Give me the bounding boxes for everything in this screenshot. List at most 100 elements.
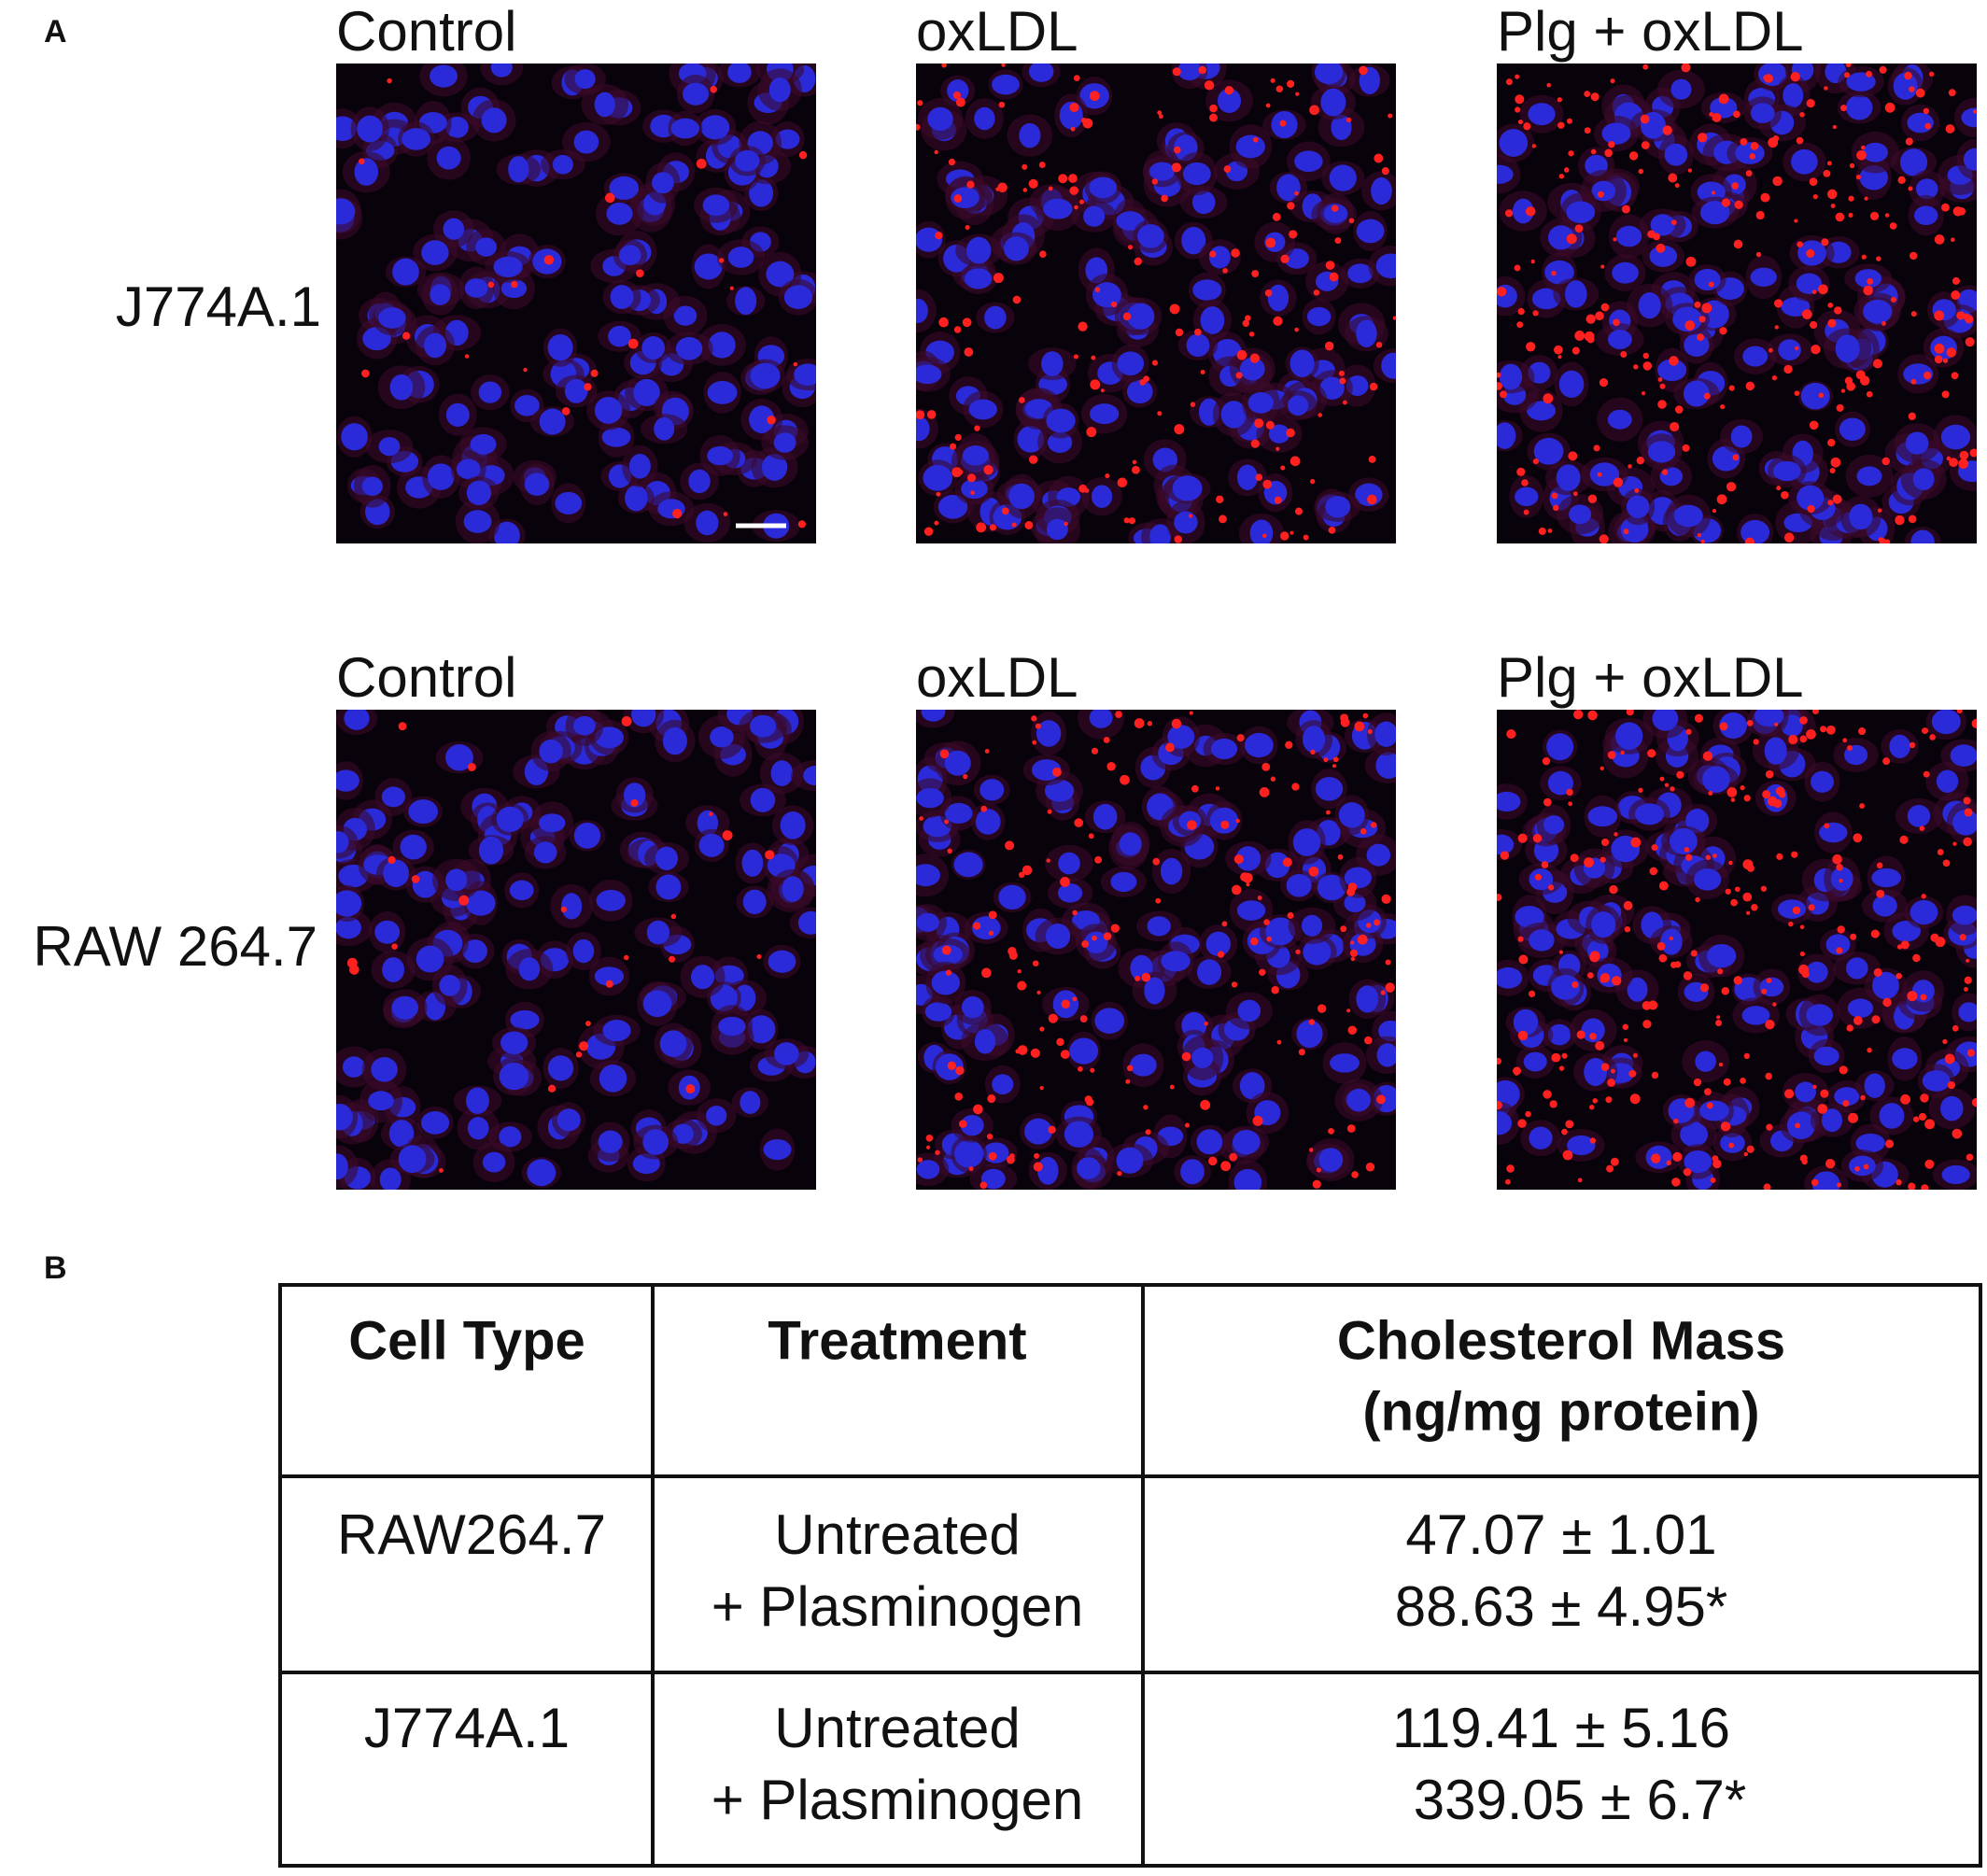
lipid-droplet xyxy=(1531,144,1537,148)
lipid-droplet xyxy=(797,520,807,529)
lipid-droplet xyxy=(1350,956,1356,962)
lipid-droplet xyxy=(1380,990,1386,995)
nucleus xyxy=(763,1138,792,1161)
lipid-droplet xyxy=(1881,321,1886,326)
lipid-droplet xyxy=(1944,1053,1955,1065)
lipid-droplet xyxy=(1088,833,1094,839)
lipid-droplet xyxy=(1157,411,1163,416)
nucleus xyxy=(1180,1159,1205,1185)
lipid-droplet xyxy=(1122,312,1132,321)
lipid-droplet xyxy=(1861,254,1867,260)
lipid-droplet xyxy=(1385,982,1395,993)
lipid-droplet xyxy=(1251,270,1260,278)
lipid-droplet xyxy=(1090,379,1101,390)
lipid-droplet xyxy=(1134,257,1142,266)
lipid-droplet xyxy=(1565,1120,1574,1129)
lipid-droplet xyxy=(1370,822,1377,828)
nucleus xyxy=(797,910,816,935)
nucleus xyxy=(962,445,989,466)
nucleus xyxy=(1544,260,1574,285)
lipid-droplet xyxy=(1369,382,1378,391)
nucleus xyxy=(436,146,461,170)
lipid-droplet xyxy=(1264,289,1273,297)
nucleus xyxy=(539,739,563,764)
lipid-droplet xyxy=(560,906,567,913)
nucleus xyxy=(1288,395,1309,416)
lipid-droplet xyxy=(1964,976,1972,984)
lipid-droplet xyxy=(1799,735,1808,743)
nucleus xyxy=(1356,319,1377,348)
lipid-droplet xyxy=(1209,113,1218,122)
nucleus xyxy=(1323,204,1348,223)
nucleus xyxy=(482,1151,506,1173)
lipid-droplet xyxy=(1517,119,1523,125)
lipid-droplet xyxy=(1586,335,1595,344)
lipid-droplet xyxy=(1664,783,1670,787)
lipid-droplet xyxy=(1710,1177,1716,1183)
nucleus xyxy=(734,149,760,172)
lipid-droplet xyxy=(1006,1155,1015,1164)
nucleus xyxy=(1871,867,1902,888)
nucleus xyxy=(1777,899,1807,919)
lipid-droplet xyxy=(1662,125,1672,135)
lipid-droplet xyxy=(1921,1184,1929,1190)
lipid-droplet xyxy=(1836,403,1844,412)
nucleus xyxy=(1813,1046,1839,1066)
lipid-droplet xyxy=(1517,1030,1529,1041)
nucleus xyxy=(573,130,599,154)
lipid-droplet xyxy=(974,425,980,431)
lipid-droplet xyxy=(1254,418,1264,429)
lipid-droplet xyxy=(1086,1098,1094,1107)
lipid-droplet xyxy=(993,273,1004,284)
lipid-droplet xyxy=(1340,925,1347,933)
table-header: Treatment xyxy=(768,1310,1026,1371)
lipid-droplet xyxy=(1636,456,1645,465)
lipid-droplet xyxy=(1103,737,1110,743)
nucleus xyxy=(510,1009,540,1030)
lipid-droplet xyxy=(765,850,775,860)
lipid-droplet xyxy=(1835,212,1845,222)
lipid-droplet xyxy=(710,85,717,93)
nucleus xyxy=(1961,107,1977,128)
lipid-droplet xyxy=(926,1145,931,1150)
nucleus xyxy=(496,806,524,832)
lipid-droplet xyxy=(1674,961,1682,968)
lipid-droplet xyxy=(1082,118,1093,129)
lipid-droplet xyxy=(1674,183,1680,189)
lipid-droplet xyxy=(917,1157,923,1163)
nucleus xyxy=(1497,834,1515,855)
micrograph xyxy=(916,63,1396,543)
nucleus xyxy=(1694,268,1721,291)
lipid-droplet xyxy=(1771,375,1778,381)
lipid-droplet xyxy=(1046,858,1050,863)
lipid-droplet xyxy=(1287,79,1295,88)
lipid-droplet xyxy=(1011,522,1017,528)
lipid-droplet xyxy=(936,491,941,497)
lipid-droplet xyxy=(1629,1093,1641,1105)
lipid-droplet xyxy=(1733,976,1742,985)
lipid-droplet xyxy=(1947,1080,1956,1090)
lipid-droplet xyxy=(984,748,990,754)
nucleus xyxy=(1497,1111,1513,1135)
nucleus xyxy=(1325,496,1351,518)
lipid-droplet xyxy=(1711,190,1715,195)
lipid-droplet xyxy=(1806,99,1815,108)
lipid-droplet xyxy=(1628,151,1639,161)
lipid-droplet xyxy=(1839,1065,1848,1075)
nucleus xyxy=(1907,112,1934,134)
lipid-droplet xyxy=(1385,959,1391,966)
lipid-droplet xyxy=(1070,126,1076,132)
lipid-droplet xyxy=(1772,176,1783,187)
lipid-droplet xyxy=(1349,949,1359,957)
lipid-droplet xyxy=(1620,350,1628,358)
lipid-droplet xyxy=(1929,734,1936,741)
nucleus xyxy=(1177,63,1202,81)
lipid-droplet xyxy=(1836,947,1843,954)
nucleus xyxy=(1058,852,1080,875)
lipid-droplet xyxy=(1806,248,1815,258)
lipid-droplet xyxy=(1012,295,1022,304)
lipid-droplet xyxy=(1744,537,1754,543)
lipid-droplet xyxy=(1934,234,1945,245)
lipid-droplet xyxy=(1231,981,1238,988)
lipid-droplet xyxy=(979,1181,988,1190)
